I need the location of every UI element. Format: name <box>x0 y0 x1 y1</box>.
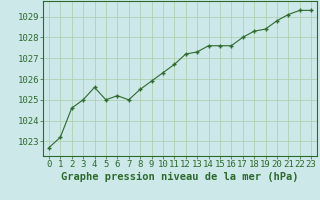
X-axis label: Graphe pression niveau de la mer (hPa): Graphe pression niveau de la mer (hPa) <box>61 172 299 182</box>
